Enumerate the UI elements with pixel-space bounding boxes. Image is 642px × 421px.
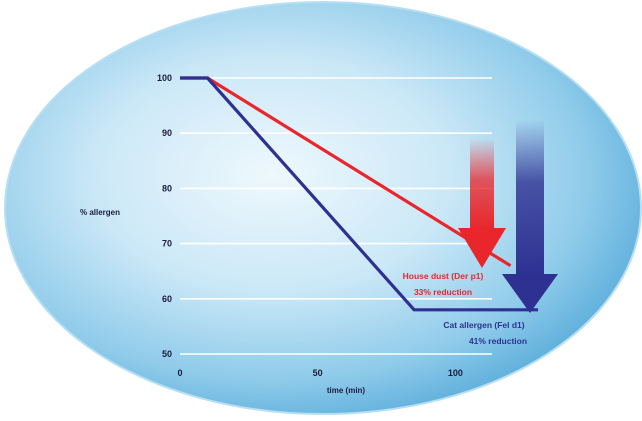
cat-allergen-arrow-shaft	[516, 120, 544, 276]
cat-allergen-label: Cat allergen (Fel d1)	[443, 320, 524, 330]
y-tick-label: 100	[157, 73, 172, 83]
y-tick-label: 80	[162, 183, 172, 193]
house-dust-arrow-shaft	[470, 138, 494, 230]
cat-allergen-arrow	[502, 120, 558, 313]
cat-allergen-arrow-head	[502, 274, 558, 313]
y-tick-label: 90	[162, 128, 172, 138]
cat-allergen-reduction-label: 41% reduction	[469, 336, 527, 346]
y-tick-label: 60	[162, 294, 172, 304]
series-line-cat-allergen	[180, 76, 538, 312]
series-lines	[180, 76, 538, 312]
y-tick-labels: 50 60 70 80 90 100	[157, 73, 172, 359]
gridlines	[180, 77, 492, 355]
house-dust-arrow	[458, 138, 506, 268]
y-tick-label: 50	[162, 349, 172, 359]
y-tick-label: 70	[162, 239, 172, 249]
x-tick-label: 50	[313, 368, 323, 378]
y-axis-label: % allergen	[80, 208, 120, 217]
x-tick-label: 0	[177, 368, 182, 378]
x-axis-label: time (min)	[327, 386, 366, 395]
house-dust-reduction-label: 33% reduction	[414, 287, 472, 297]
x-tick-label: 100	[448, 368, 463, 378]
house-dust-label: House dust (Der p1)	[403, 271, 484, 281]
x-tick-labels: 0 50 100	[177, 368, 462, 378]
